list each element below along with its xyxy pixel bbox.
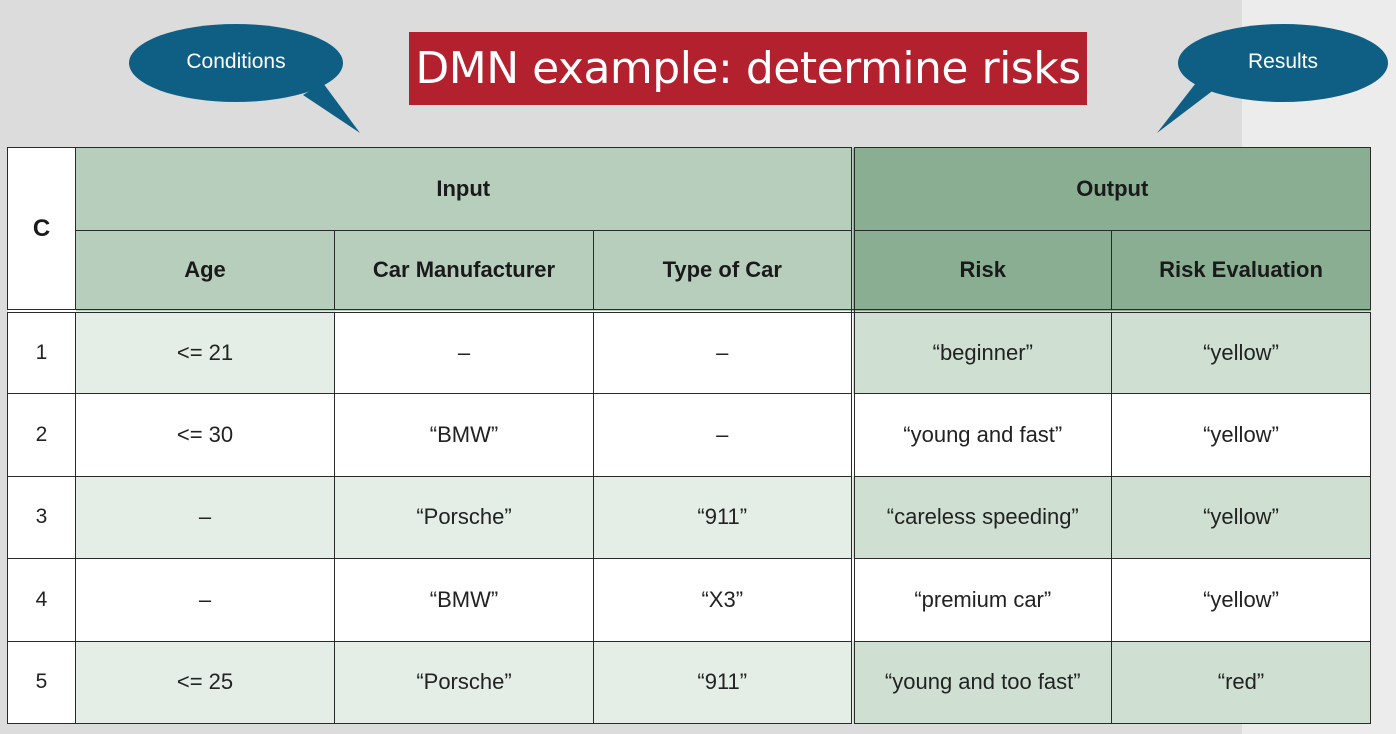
hit-policy-cell: C: [7, 147, 76, 314]
risk-cell: “careless speeding”: [852, 475, 1113, 560]
callout-label: Conditions: [186, 50, 286, 73]
evaluation-cell: “yellow”: [1111, 558, 1372, 642]
input-group-header: Input: [74, 146, 855, 232]
rule-number: 1: [7, 310, 76, 395]
age-cell: <= 30: [75, 393, 335, 477]
callout-label: Results: [1247, 50, 1319, 73]
column-header-manufacturer: Car Manufacturer: [334, 230, 594, 314]
column-header-evaluation: Risk Evaluation: [1111, 230, 1372, 314]
manufacturer-cell: “Porsche”: [334, 475, 594, 560]
risk-cell: “young and fast”: [852, 393, 1113, 477]
table-row: 5 <= 25 “Porsche” “911” “young and too f…: [7, 640, 1372, 725]
type-cell: “X3”: [592, 558, 855, 642]
age-cell: <= 21: [75, 310, 335, 395]
table-row: 1 <= 21 – – “beginner” “yellow”: [7, 310, 1372, 395]
rule-number: 2: [7, 393, 76, 477]
column-header-type: Type of Car: [592, 230, 855, 314]
output-group-header: Output: [852, 146, 1372, 232]
age-cell: <= 25: [75, 640, 335, 725]
column-header-age: Age: [75, 230, 335, 314]
type-cell: –: [592, 310, 855, 395]
manufacturer-cell: “BMW”: [334, 558, 594, 642]
callout-shape: [1157, 24, 1388, 133]
table-row: 3 – “Porsche” “911” “careless speeding” …: [7, 475, 1372, 560]
rule-number: 4: [7, 558, 76, 642]
age-cell: –: [75, 475, 335, 560]
manufacturer-cell: “BMW”: [334, 393, 594, 477]
risk-cell: “premium car”: [852, 558, 1113, 642]
type-cell: –: [592, 393, 855, 477]
evaluation-cell: “yellow”: [1111, 393, 1372, 477]
risk-cell: “young and too fast”: [852, 640, 1113, 725]
table-row: 4 – “BMW” “X3” “premium car” “yellow”: [7, 558, 1372, 642]
age-cell: –: [75, 558, 335, 642]
type-cell: “911”: [592, 640, 855, 725]
evaluation-cell: “yellow”: [1111, 475, 1372, 560]
page-title: DMN example: determine risks: [409, 32, 1087, 105]
column-header-risk: Risk: [852, 230, 1113, 314]
rule-number: 5: [7, 640, 76, 725]
callout-shape: [129, 24, 360, 133]
table-row: 2 <= 30 “BMW” – “young and fast” “yellow…: [7, 393, 1372, 477]
evaluation-cell: “yellow”: [1111, 310, 1372, 395]
conditions-callout: Conditions: [128, 23, 368, 135]
type-cell: “911”: [592, 475, 855, 560]
evaluation-cell: “red”: [1111, 640, 1372, 725]
decision-table: C Input Output Age Car Manufacturer Type…: [7, 146, 1372, 725]
manufacturer-cell: –: [334, 310, 594, 395]
risk-cell: “beginner”: [852, 310, 1113, 395]
results-callout: Results: [1155, 23, 1391, 135]
rule-number: 3: [7, 475, 76, 560]
manufacturer-cell: “Porsche”: [334, 640, 594, 725]
